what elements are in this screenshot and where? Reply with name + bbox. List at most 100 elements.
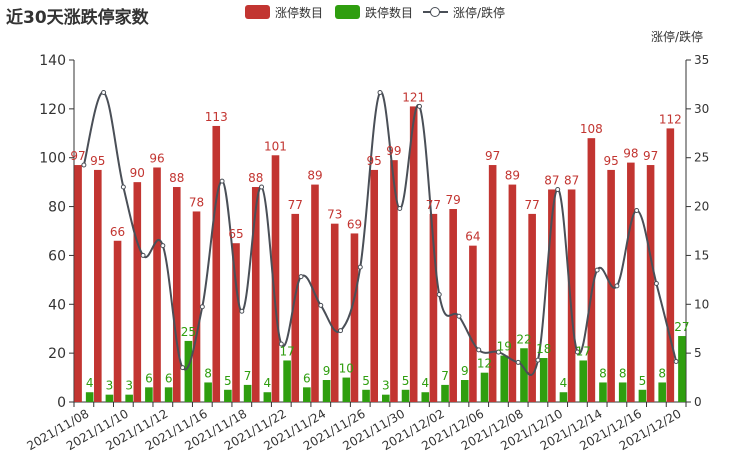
data-label-limit-down: 17 (279, 344, 294, 358)
ratio-point (377, 90, 383, 96)
bar-limit-up (271, 155, 280, 402)
bar-limit-up (291, 213, 300, 402)
ratio-point (436, 292, 442, 298)
ratio-point (278, 341, 284, 347)
data-label-limit-down: 7 (244, 369, 252, 383)
bar-limit-up (567, 189, 576, 402)
ratio-point (456, 313, 462, 319)
legend-swatch-limit-up (245, 5, 270, 19)
bar-limit-down (145, 387, 153, 402)
data-label-limit-down: 5 (224, 374, 232, 388)
data-label-limit-up: 87 (544, 173, 559, 187)
bar-limit-down (263, 392, 272, 402)
data-label-limit-up: 112 (659, 112, 682, 126)
legend-item-limit-down[interactable]: 跌停数目 (335, 4, 413, 20)
data-label-limit-up: 87 (564, 173, 579, 187)
ratio-point (634, 207, 640, 213)
data-label-limit-up: 89 (505, 169, 520, 183)
data-label-limit-up: 97 (485, 149, 500, 163)
data-label-limit-down: 8 (658, 366, 666, 380)
ratio-point (397, 206, 403, 212)
ratio-point (555, 186, 561, 192)
data-label-limit-down: 25 (181, 325, 196, 339)
bar-limit-up (212, 125, 221, 402)
bar-limit-down (500, 355, 509, 402)
bar-limit-down (382, 394, 390, 402)
ratio-point (416, 103, 422, 109)
data-label-limit-up: 65 (228, 227, 243, 241)
data-label-limit-down: 5 (639, 374, 647, 388)
ratio-point (120, 184, 126, 190)
y-right-tick-label: 15 (694, 248, 709, 262)
data-label-limit-down: 8 (619, 366, 627, 380)
data-label-limit-up: 69 (347, 217, 362, 231)
data-label-limit-up: 73 (327, 208, 342, 222)
data-label-limit-up: 95 (90, 154, 105, 168)
bar-limit-up (232, 243, 240, 402)
data-label-limit-up: 108 (580, 122, 603, 136)
data-label-limit-down: 6 (145, 371, 153, 385)
bar-limit-up (113, 240, 122, 402)
data-label-limit-down: 4 (560, 376, 568, 390)
bar-limit-down (401, 389, 410, 402)
bar-limit-down (105, 394, 114, 402)
bar-limit-up (172, 187, 181, 402)
bar-limit-down (579, 360, 588, 402)
data-label-limit-down: 7 (441, 369, 449, 383)
data-label-limit-up: 64 (465, 230, 480, 244)
ratio-point (318, 302, 324, 308)
bar-limit-up (94, 169, 102, 402)
legend-swatch-limit-down (335, 5, 360, 19)
bar-limit-down (184, 340, 193, 402)
bar-limit-down (618, 382, 627, 402)
ratio-point (338, 328, 344, 334)
legend-item-limit-up[interactable]: 涨停数目 (245, 4, 323, 20)
ratio-point (239, 308, 245, 314)
ratio-point (160, 243, 166, 249)
data-label-limit-down: 3 (382, 379, 390, 393)
ratio-point (101, 90, 107, 96)
ratio-point (614, 283, 620, 289)
y-right-tick-label: 10 (694, 297, 709, 311)
y-left-tick-label: 140 (39, 53, 66, 69)
bar-limit-down (85, 392, 94, 402)
data-label-limit-up: 88 (169, 171, 184, 185)
bar-limit-up (409, 106, 418, 403)
y-right-tick-label: 20 (694, 200, 709, 214)
legend-line-ratio-icon (423, 5, 448, 19)
data-label-limit-down: 8 (599, 366, 607, 380)
bar-limit-down (204, 382, 212, 402)
bar-limit-up (251, 187, 260, 402)
bar-limit-down (224, 389, 232, 402)
data-label-limit-up: 98 (623, 147, 638, 161)
bar-limit-down (559, 392, 568, 402)
y-left-tick-label: 100 (39, 151, 66, 167)
data-label-limit-down: 22 (516, 332, 531, 346)
data-label-limit-up: 99 (386, 144, 401, 158)
bar-limit-up (488, 165, 497, 402)
bar-limit-up (330, 223, 339, 402)
data-label-limit-down: 9 (323, 364, 331, 378)
bar-limit-down (539, 358, 548, 402)
ratio-point (81, 162, 87, 168)
y-left-tick-label: 20 (48, 346, 66, 362)
ratio-point (357, 264, 363, 270)
data-label-limit-down: 17 (576, 344, 591, 358)
bar-limit-up (449, 209, 457, 402)
y-right-axis-title: 涨停/跌停 (651, 29, 703, 44)
y-right-tick-label: 30 (694, 102, 709, 116)
data-label-limit-down: 3 (125, 379, 133, 393)
bar-limit-down (520, 348, 528, 402)
legend-label-limit-down: 跌停数目 (365, 5, 414, 20)
bar-limit-up (390, 160, 398, 402)
ratio-point (594, 267, 600, 273)
data-label-limit-up: 97 (643, 149, 658, 163)
bar-limit-down (243, 384, 252, 402)
legend-item-ratio[interactable]: 涨停/跌停 (423, 4, 505, 20)
bar-limit-up (192, 211, 201, 402)
data-label-limit-up: 79 (446, 193, 461, 207)
bar-limit-down (342, 377, 351, 402)
bar-limit-down (599, 382, 607, 402)
data-label-limit-up: 77 (426, 198, 441, 212)
